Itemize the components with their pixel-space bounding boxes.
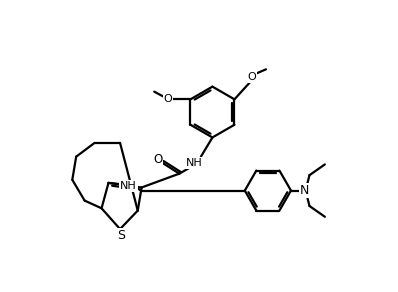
Text: N: N	[300, 184, 310, 197]
Text: O: O	[248, 72, 257, 82]
Text: S: S	[117, 229, 125, 242]
Text: O: O	[153, 153, 162, 166]
Text: O: O	[164, 94, 172, 104]
Text: NH: NH	[186, 158, 203, 168]
Text: NH: NH	[120, 181, 137, 191]
